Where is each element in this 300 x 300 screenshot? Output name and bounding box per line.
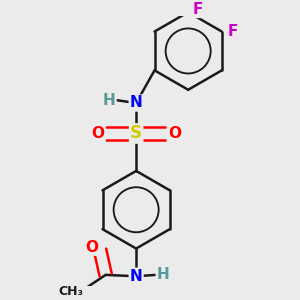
Text: N: N <box>130 269 142 284</box>
Text: O: O <box>85 240 98 255</box>
Text: N: N <box>130 95 142 110</box>
Text: CH₃: CH₃ <box>58 285 83 298</box>
Text: H: H <box>103 93 116 108</box>
Text: S: S <box>130 124 142 142</box>
Text: O: O <box>168 126 181 141</box>
Text: F: F <box>228 24 238 39</box>
Text: H: H <box>157 267 169 282</box>
Text: F: F <box>193 2 203 17</box>
Text: O: O <box>92 126 104 141</box>
